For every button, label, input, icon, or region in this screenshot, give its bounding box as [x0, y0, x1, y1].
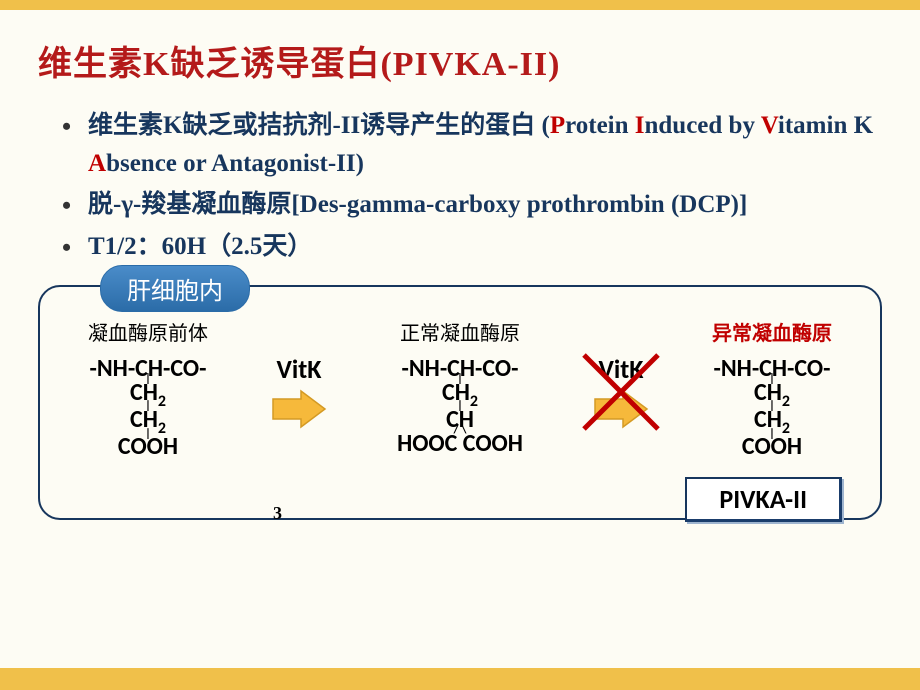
bullet-item-2: 脱-γ-羧基凝血酶原[Des-gamma-carboxy prothrombin… — [58, 186, 882, 224]
slide-border-top — [0, 0, 920, 18]
arrow-col-2: VitK — [576, 353, 666, 429]
arrow-icon-1 — [271, 389, 327, 429]
molecule-col-2: 正常凝血酶原 -NH-CH-CO- | CH2 | CH / \ HOOC CO… — [360, 317, 560, 459]
mol-line: CH — [754, 378, 782, 407]
subscript: 2 — [782, 391, 790, 410]
molecule-col-1: 凝血酶原前体 -NH-CH-CO- | CH2 | CH2 | COOH — [58, 317, 238, 462]
molecule-col-3: 异常凝血酶原 -NH-CH-CO- | CH2 | CH2 | COOH — [682, 317, 862, 462]
molecule-3: -NH-CH-CO- | CH2 | CH2 | COOH — [682, 354, 862, 462]
mol-line: COOH — [118, 432, 178, 461]
arrow-icon-2 — [593, 389, 649, 429]
diagram-tag: 肝细胞内 — [100, 265, 250, 312]
bullet-item-1: 维生素K缺乏或拮抗剂-II诱导产生的蛋白 (Protein Induced by… — [58, 107, 882, 182]
text: rotein — [565, 112, 635, 139]
subscript: 2 — [158, 391, 166, 410]
page-number: 3 — [273, 503, 282, 524]
highlight-v: V — [761, 112, 778, 139]
mol-line: COOH — [742, 432, 802, 461]
mol-line: CH — [442, 378, 470, 407]
vitk-label-2: VitK — [599, 353, 644, 385]
col-label-2: 正常凝血酶原 — [360, 317, 560, 346]
slide-border-bottom — [0, 668, 920, 690]
mol-line: CH — [130, 405, 158, 434]
mol-line: HOOC COOH — [397, 429, 523, 458]
arrow-shape — [273, 391, 325, 427]
molecule-1: -NH-CH-CO- | CH2 | CH2 | COOH — [58, 354, 238, 462]
arrow-shape — [595, 391, 647, 427]
diagram-container: 肝细胞内 凝血酶原前体 -NH-CH-CO- | CH2 | CH2 | COO… — [38, 285, 882, 520]
result-label-box: PIVKA-II — [685, 477, 842, 522]
col-label-3: 异常凝血酶原 — [682, 317, 862, 346]
highlight-p: P — [550, 112, 565, 139]
text: 维生素K缺乏或拮抗剂-II诱导产生的蛋白 ( — [88, 112, 550, 139]
text: nduced by — [645, 112, 761, 139]
col-label-1: 凝血酶原前体 — [58, 317, 238, 346]
bullet-list: 维生素K缺乏或拮抗剂-II诱导产生的蛋白 (Protein Induced by… — [38, 107, 882, 265]
vitk-label-1: VitK — [277, 353, 322, 385]
bullet-item-3: T1/2：60H（2.5天） — [58, 228, 882, 266]
molecule-2: -NH-CH-CO- | CH2 | CH / \ HOOC COOH — [360, 354, 560, 459]
highlight-a: A — [88, 150, 106, 177]
text: itamin K — [778, 112, 873, 139]
text: bsence or Antagonist-II) — [106, 150, 364, 177]
mol-line: CH — [754, 405, 782, 434]
mol-line: CH — [130, 378, 158, 407]
diagram-row: 凝血酶原前体 -NH-CH-CO- | CH2 | CH2 | COOH Vit… — [58, 317, 862, 462]
highlight-i: I — [635, 112, 645, 139]
slide-title: 维生素K缺乏诱导蛋白(PIVKA-II) — [38, 36, 882, 85]
slide-content: 维生素K缺乏诱导蛋白(PIVKA-II) 维生素K缺乏或拮抗剂-II诱导产生的蛋… — [0, 18, 920, 668]
arrow-col-1: VitK — [254, 353, 344, 429]
